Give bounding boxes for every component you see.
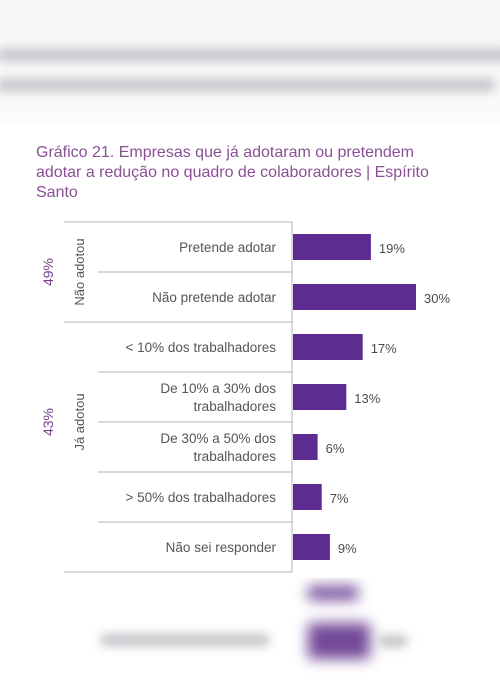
blurred-footer-region [0, 578, 500, 699]
value-label: 13% [354, 391, 380, 406]
value-label: 6% [326, 441, 345, 456]
group-percent: 43% [40, 408, 56, 436]
group-label: Já adotou [72, 393, 87, 450]
bar [293, 234, 371, 260]
category-label: De 30% a 50% dos trabalhadores [160, 431, 276, 464]
value-label: 7% [330, 491, 349, 506]
value-label: 9% [338, 541, 357, 556]
bar [293, 384, 347, 410]
category-label: Não sei responder [166, 540, 277, 555]
bar [293, 434, 318, 460]
blurred-text-line [0, 48, 500, 62]
blurred-bar [308, 586, 358, 600]
blurred-text-line [0, 78, 496, 92]
category-label: > 50% dos trabalhadores [126, 490, 277, 505]
value-label: 30% [424, 291, 450, 306]
bar [293, 484, 322, 510]
category-label: Não pretende adotar [152, 290, 276, 305]
category-label: < 10% dos trabalhadores [126, 340, 277, 355]
blurred-text-line [378, 635, 408, 647]
chart-title-line: Santo [36, 184, 78, 201]
chart-title: Gráfico 21. Empresas que já adotaram ou … [36, 143, 466, 203]
blurred-text-line [100, 634, 270, 646]
group-percent: 49% [40, 258, 56, 286]
bar [293, 534, 330, 560]
chart-title-line: Gráfico 21. Empresas que já adotaram ou … [36, 144, 414, 161]
bar-chart: Pretende adotar 19% Não pretende adotar 30%… [40, 221, 450, 573]
group-label: Não adotou [72, 238, 87, 305]
value-label: 19% [379, 241, 405, 256]
bar [293, 284, 416, 310]
blurred-bar [308, 623, 370, 659]
chart-title-line: adotar a redução no quadro de colaborado… [36, 164, 429, 181]
bar [293, 334, 363, 360]
value-label: 17% [371, 341, 397, 356]
blurred-header-region [0, 0, 500, 125]
category-label: De 10% a 30% dos trabalhadores [160, 381, 276, 414]
category-label: Pretende adotar [179, 240, 276, 255]
